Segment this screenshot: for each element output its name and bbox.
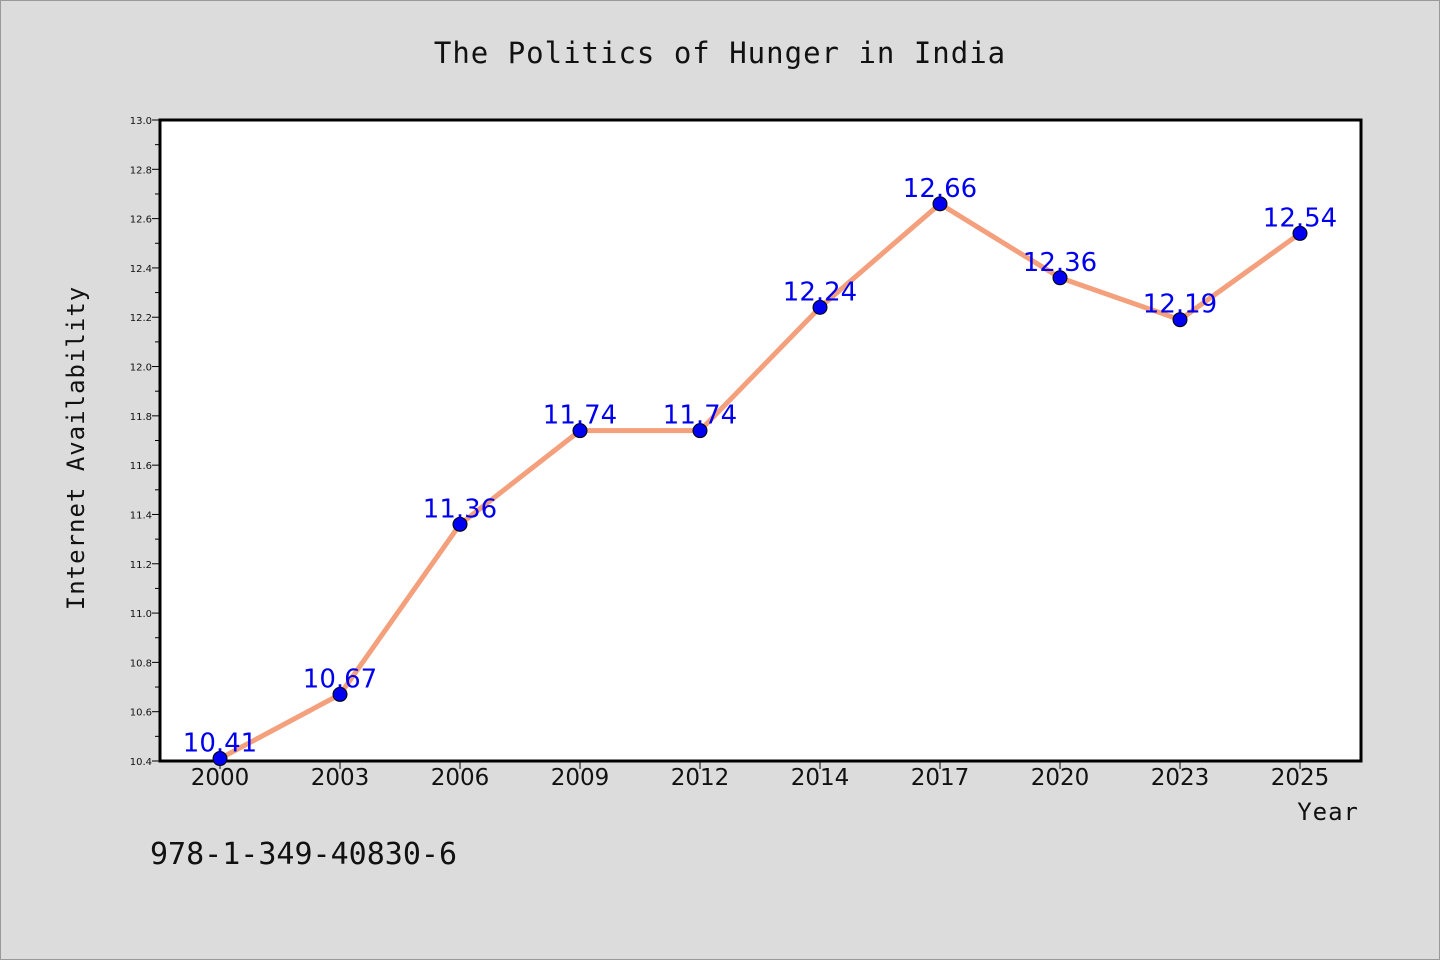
data-point (212, 751, 228, 767)
data-label: 12.54 (1263, 203, 1337, 233)
data-point (692, 423, 708, 439)
data-label: 12.36 (1023, 248, 1097, 278)
y-tick-label: 12.8 (130, 165, 152, 176)
y-tick-label: 11.4 (130, 510, 152, 521)
x-tick-label: 2017 (911, 765, 970, 791)
x-tick-label: 2012 (671, 765, 730, 791)
x-tick-label: 2025 (1271, 765, 1330, 791)
x-tick-label: 2014 (791, 765, 850, 791)
x-tick-label: 2009 (551, 765, 610, 791)
y-tick-label: 12.6 (130, 215, 152, 226)
marker-group (212, 196, 1308, 767)
data-point (572, 423, 588, 439)
data-point (932, 196, 948, 212)
data-point (332, 686, 348, 702)
isbn-code: 978-1-349-40830-6 (150, 837, 457, 872)
x-axis-label: Year (1297, 798, 1359, 826)
y-tick-label: 12.2 (130, 313, 152, 324)
data-label: 10.67 (303, 664, 377, 694)
y-tick-label: 11.0 (130, 609, 152, 620)
series-line (217, 201, 1303, 762)
data-point (452, 516, 468, 532)
plot-area (158, 118, 1363, 763)
y-tick-label: 11.2 (130, 560, 152, 571)
y-tick-label: 10.4 (130, 757, 152, 768)
x-tick-label: 2006 (431, 765, 490, 791)
data-point (1292, 225, 1308, 241)
y-tick-label: 10.6 (130, 708, 152, 719)
data-label-group: 10.41 10.67 11.36 11.74 11.74 12.24 12.66 12.36… (183, 174, 1337, 759)
y-tick-label: 12.0 (130, 363, 152, 374)
data-point (1052, 270, 1068, 286)
series-line-group (217, 201, 1303, 762)
y-tick-label: 11.8 (130, 412, 152, 423)
x-axis: 2000 2003 2006 2009 2012 2014 2017 2020 2023 2025 (191, 761, 1330, 791)
data-label: 11.74 (663, 401, 737, 431)
y-axis: 10.4 10.6 10.8 11.0 11.2 11.4 11.6 11.8 12.0 12.2… (130, 116, 160, 768)
data-point (1172, 312, 1188, 328)
x-tick-label: 2003 (311, 765, 370, 791)
y-tick-label: 13.0 (130, 116, 152, 127)
data-label: 11.74 (543, 401, 617, 431)
data-label: 11.36 (423, 494, 497, 524)
data-label: 12.66 (903, 174, 977, 204)
x-tick-label: 2020 (1031, 765, 1090, 791)
x-tick-label: 2023 (1151, 765, 1210, 791)
data-label: 10.41 (183, 729, 257, 759)
data-point (812, 299, 828, 315)
data-label: 12.24 (783, 277, 857, 307)
x-tick-label: 2000 (191, 765, 250, 791)
y-axis-label: Internet Availability (62, 286, 90, 610)
y-tick-label: 10.8 (130, 658, 152, 669)
y-tick-label: 12.4 (130, 264, 152, 275)
chart-title: The Politics of Hunger in India (434, 36, 1006, 70)
data-label: 12.19 (1143, 290, 1217, 320)
y-tick-label: 11.6 (130, 461, 152, 472)
